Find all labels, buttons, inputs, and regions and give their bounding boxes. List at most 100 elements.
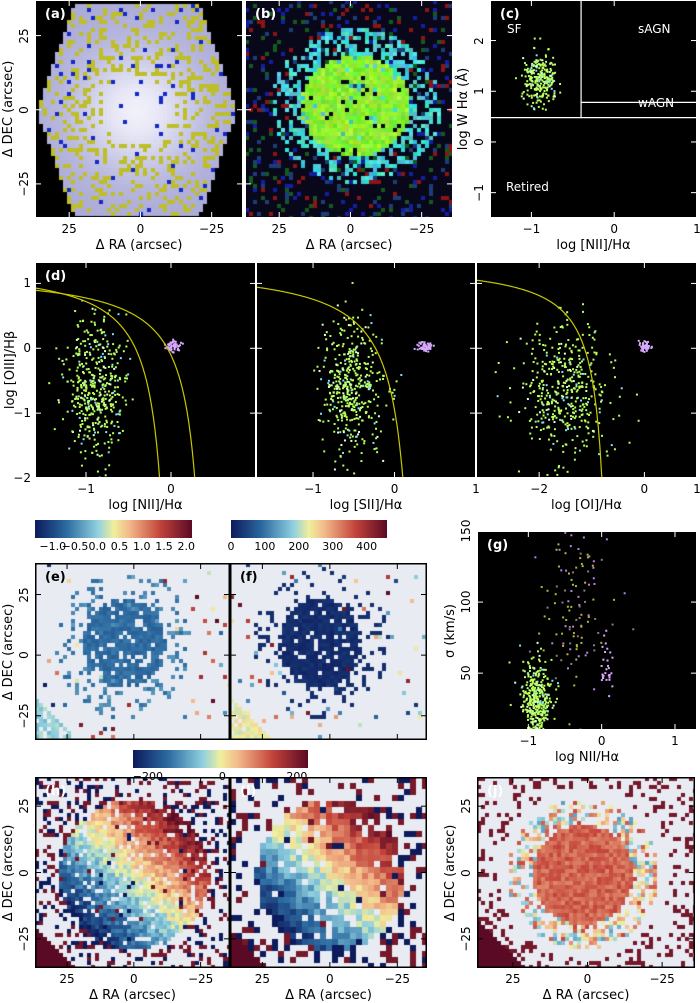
scatter-point [81, 423, 83, 425]
scatter-point [83, 389, 85, 391]
scatter-point [97, 418, 99, 420]
scatter-point [373, 398, 375, 400]
scatter-point [84, 394, 86, 396]
scatter-point [566, 422, 568, 424]
scatter-point [522, 661, 524, 663]
scatter-point [558, 352, 560, 354]
scatter-point [532, 675, 534, 677]
scatter-point [109, 394, 111, 396]
scatter-point [575, 346, 577, 348]
scatter-point [533, 726, 535, 728]
scatter-point [532, 702, 534, 704]
scatter-point [79, 424, 81, 426]
scatter-point [349, 437, 351, 439]
scatter-point [393, 398, 395, 400]
scatter-point [385, 405, 387, 407]
scatter-point [95, 361, 97, 363]
scatter-point [571, 579, 573, 581]
x-axis-label: log [OI]/Hα [551, 499, 622, 513]
scatter-point [542, 86, 544, 88]
scatter-point [337, 385, 339, 387]
scatter-point [588, 414, 590, 416]
scatter-point [564, 345, 566, 347]
scatter-point [567, 471, 569, 473]
panel-h [35, 777, 230, 968]
scatter-point [551, 347, 553, 349]
y-axis-label: log W Hα (Å) [457, 68, 471, 150]
scatter-point [611, 444, 613, 446]
scatter-point [522, 690, 524, 692]
scatter-point [537, 689, 539, 691]
scatter-point [94, 386, 96, 388]
scatter-point [81, 465, 83, 467]
scatter-point [368, 400, 370, 402]
scatter-point [327, 420, 329, 422]
scatter-point [372, 372, 374, 374]
axes-frame [36, 564, 230, 740]
scatter-point [587, 554, 589, 556]
scatter-point [123, 350, 125, 352]
scatter-point [567, 339, 569, 341]
scatter-point [557, 685, 559, 687]
scatter-point [587, 570, 589, 572]
scatter-point [600, 401, 602, 403]
scatter-point [103, 404, 105, 406]
demarcation-curve [35, 288, 161, 478]
x-tick-label: −25 [385, 973, 410, 985]
scatter-point [364, 402, 366, 404]
scatter-point [103, 331, 105, 333]
scatter-point [526, 70, 528, 72]
y-tick-label: 100 [460, 591, 472, 614]
scatter-point [632, 628, 634, 630]
scatter-point [96, 390, 98, 392]
panel-label-g: (g) [487, 538, 508, 553]
scatter-point [358, 431, 360, 433]
scatter-point [322, 324, 324, 326]
scatter-point [81, 420, 83, 422]
scatter-point [320, 413, 322, 415]
scatter-point [582, 403, 584, 405]
scatter-point [538, 633, 540, 635]
scatter-point [540, 429, 542, 431]
scatter-point [569, 628, 571, 630]
scatter-point [85, 381, 87, 383]
colorbar-e [35, 520, 192, 538]
scatter-point [574, 428, 576, 430]
scatter-point [543, 649, 545, 651]
scatter-point [72, 393, 74, 395]
scatter-point [613, 599, 615, 601]
scatter-point [350, 324, 352, 326]
scatter-point [545, 65, 547, 67]
scatter-point [88, 371, 90, 373]
scatter-point [117, 362, 119, 364]
scatter-point [547, 607, 549, 609]
scatter-point [537, 650, 539, 652]
scatter-point [544, 615, 546, 617]
scatter-point [365, 411, 367, 413]
scatter-point [560, 343, 562, 345]
scatter-point [535, 406, 537, 408]
scatter-point [576, 645, 578, 647]
scatter-point [539, 38, 541, 40]
scatter-point [535, 695, 537, 697]
scatter-point [582, 413, 584, 415]
scatter-point [543, 673, 545, 675]
scatter-point [416, 344, 418, 346]
scatter-point [552, 98, 554, 100]
scatter-point [603, 635, 605, 637]
scatter-point [530, 704, 532, 706]
scatter-point [349, 348, 351, 350]
scatter-point [349, 364, 351, 366]
scatter-point [614, 359, 616, 361]
scatter-point [545, 93, 547, 95]
scatter-point [619, 396, 621, 398]
scatter-point [544, 69, 546, 71]
scatter-point [610, 672, 612, 674]
scatter-point [111, 377, 113, 379]
scatter-point [557, 348, 559, 350]
scatter-point [548, 100, 550, 102]
scatter-point [357, 418, 359, 420]
scatter-point [107, 343, 109, 345]
scatter-point [555, 593, 557, 595]
scatter-point [612, 624, 614, 626]
